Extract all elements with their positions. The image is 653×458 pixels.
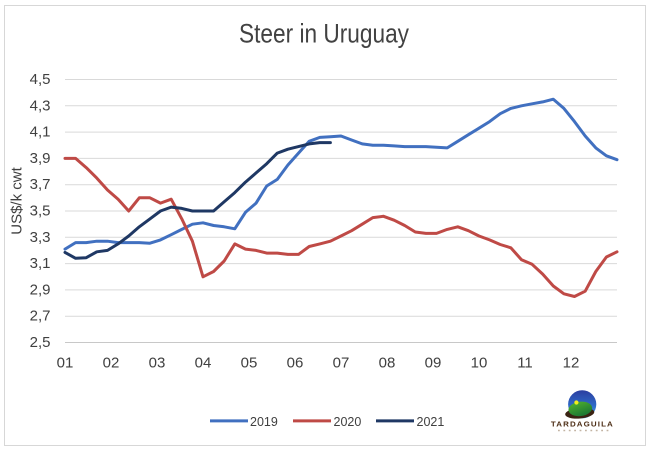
svg-text:10: 10 xyxy=(471,355,488,372)
svg-text:3,1: 3,1 xyxy=(30,255,51,272)
svg-text:05: 05 xyxy=(241,355,258,372)
svg-text:03: 03 xyxy=(149,355,166,372)
svg-text:08: 08 xyxy=(379,355,396,372)
svg-text:2,7: 2,7 xyxy=(30,308,51,325)
svg-text:04: 04 xyxy=(195,355,212,372)
svg-text:01: 01 xyxy=(57,355,74,372)
svg-text:US$/k cwt: US$/k cwt xyxy=(9,166,26,234)
svg-text:TARDAGUILA: TARDAGUILA xyxy=(551,420,614,429)
svg-text:2020: 2020 xyxy=(334,415,362,429)
svg-text:11: 11 xyxy=(517,355,533,372)
svg-text:3,7: 3,7 xyxy=(30,176,51,193)
svg-text:4,5: 4,5 xyxy=(30,71,51,88)
svg-text:09: 09 xyxy=(425,355,442,372)
svg-text:2,5: 2,5 xyxy=(30,334,51,351)
svg-text:Steer in Uruguay: Steer in Uruguay xyxy=(239,19,409,49)
svg-text:02: 02 xyxy=(103,355,120,372)
svg-text:3,5: 3,5 xyxy=(30,203,51,220)
svg-text:2021: 2021 xyxy=(417,415,445,429)
svg-text:3,3: 3,3 xyxy=(30,229,51,246)
svg-text:06: 06 xyxy=(287,355,304,372)
svg-text:12: 12 xyxy=(563,355,580,372)
svg-text:07: 07 xyxy=(333,355,350,372)
svg-text:4,1: 4,1 xyxy=(30,124,51,141)
svg-text:3,9: 3,9 xyxy=(30,150,51,167)
svg-text:2019: 2019 xyxy=(250,415,278,429)
svg-text:4,3: 4,3 xyxy=(30,97,51,114)
svg-text:2,9: 2,9 xyxy=(30,281,51,298)
